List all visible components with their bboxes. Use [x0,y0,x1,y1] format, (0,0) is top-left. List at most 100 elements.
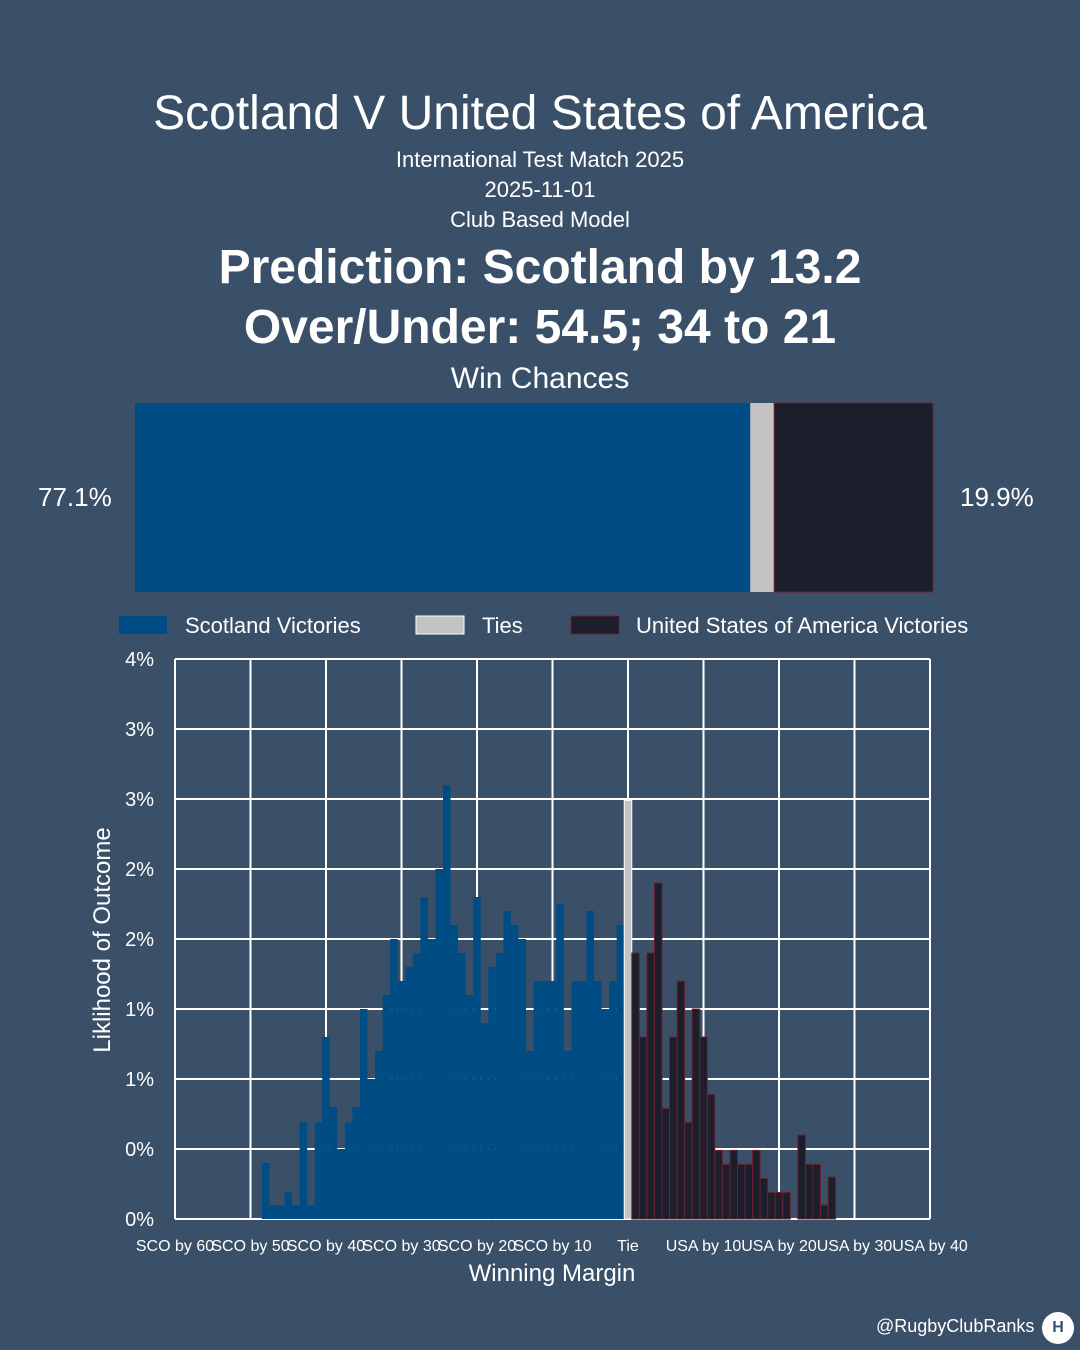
scotland-bar [382,995,391,1219]
usa-bar [721,1163,731,1220]
legend-label: Scotland Victories [185,613,361,638]
x-tick-label: USA by 30 [817,1238,893,1255]
competition-subtitle: International Test Match 2025 [395,147,685,172]
usa-win-percent: 19.9% [960,482,1034,512]
scotland-bar [533,981,542,1219]
x-tick-label: SCO by 20 [438,1238,516,1255]
tie-bar [623,799,633,1220]
tie-segment [750,403,775,592]
win-chances-title: Win Chances [450,362,630,395]
usa-bar [646,952,655,1220]
chart-title: Scotland V United States of America [153,87,927,140]
over-under-headline: Over/Under: 54.5; 34 to 21 [243,301,837,354]
scotland-bar [548,981,557,1219]
scotland-bar [616,925,625,1219]
scotland-bar [359,1009,368,1219]
usa-bar [729,1149,738,1220]
scotland-bar [397,981,406,1219]
legend-swatch [119,616,167,634]
y-tick-label: 0% [125,1209,154,1231]
scotland-bar [420,897,428,1219]
scotland-bar [488,967,496,1219]
y-tick-label: 3% [125,719,154,741]
scotland-bar [578,981,587,1219]
scotland-win-percent: 77.1% [38,482,112,512]
scotland-bar [269,1205,277,1219]
credit-handle: @RugbyClubRanks [876,1316,1035,1336]
scotland-bar [541,981,549,1219]
usa-bar [812,1163,822,1220]
scotland-bar [292,1205,300,1219]
x-tick-label: USA by 10 [666,1238,742,1255]
scotland-bar [465,995,474,1219]
x-tick-label: USA by 40 [892,1238,968,1255]
usa-win-segment [773,402,934,593]
usa-bar [774,1191,784,1220]
usa-bar [669,1036,678,1220]
scotland-bar [563,1051,572,1219]
scotland-bar [450,925,459,1219]
scotland-bar [367,1079,376,1219]
scotland-bar [609,981,617,1219]
usa-bar [684,1121,693,1220]
scotland-bar [480,1023,489,1219]
scotland-bar [586,911,595,1219]
usa-bar [736,1163,746,1220]
usa-bar [714,1149,723,1220]
scotland-bar [594,981,602,1219]
usa-bar [744,1163,754,1220]
y-tick-label: 4% [125,649,154,671]
scotland-bar [322,1037,330,1219]
model-name: Club Based Model [450,207,630,232]
usa-bar [759,1177,769,1220]
scotland-bar [503,911,511,1219]
legend-label: United States of America Victories [636,613,968,638]
rugby-posts-logo-icon: H [1042,1312,1074,1344]
legend: Scotland Victories Ties United States of A… [119,613,968,638]
scotland-bar [526,1051,534,1219]
scotland-bar [443,785,451,1219]
x-tick-label: SCO by 60 [136,1238,214,1255]
scotland-bar [458,953,466,1219]
usa-bar [804,1163,814,1220]
legend-swatch [415,615,465,635]
scotland-bar [337,1149,345,1219]
scotland-bar [571,981,579,1219]
x-tick-label: SCO by 40 [287,1238,365,1255]
scotland-bar [261,1163,270,1219]
scotland-bar [344,1122,353,1219]
scotland-bar [276,1205,285,1219]
scotland-bar [412,953,421,1219]
usa-bar [653,882,663,1220]
scotland-bar [405,967,413,1219]
x-tick-label: USA by 20 [741,1238,817,1255]
usa-bar [691,1008,701,1220]
usa-bar [661,1107,671,1220]
scotland-bar [556,904,564,1219]
scotland-bar [495,953,504,1219]
x-axis-label: Winning Margin [469,1260,636,1287]
y-axis-label: Liklihood of Outcome [89,827,116,1052]
win-chances-bar [135,402,934,593]
scotland-bar [299,1122,308,1219]
usa-bar [676,980,686,1220]
scotland-bar [352,1107,360,1219]
scotland-bar [435,869,444,1219]
x-tick-label: SCO by 10 [513,1238,591,1255]
y-tick-label: 2% [125,929,154,951]
usa-bar [782,1191,791,1220]
scotland-bar [307,1205,315,1219]
scotland-bar [510,925,519,1219]
usa-bar [631,952,640,1220]
scotland-bar [390,939,398,1219]
scotland-bar [314,1122,323,1219]
x-tick-label: SCO by 30 [362,1238,440,1255]
x-tick-label: Tie [617,1238,639,1255]
match-date: 2025-11-01 [484,177,596,202]
y-tick-label: 1% [125,1069,154,1091]
x-tick-label: SCO by 50 [211,1238,289,1255]
usa-bar [827,1176,837,1220]
usa-bar [767,1191,776,1220]
